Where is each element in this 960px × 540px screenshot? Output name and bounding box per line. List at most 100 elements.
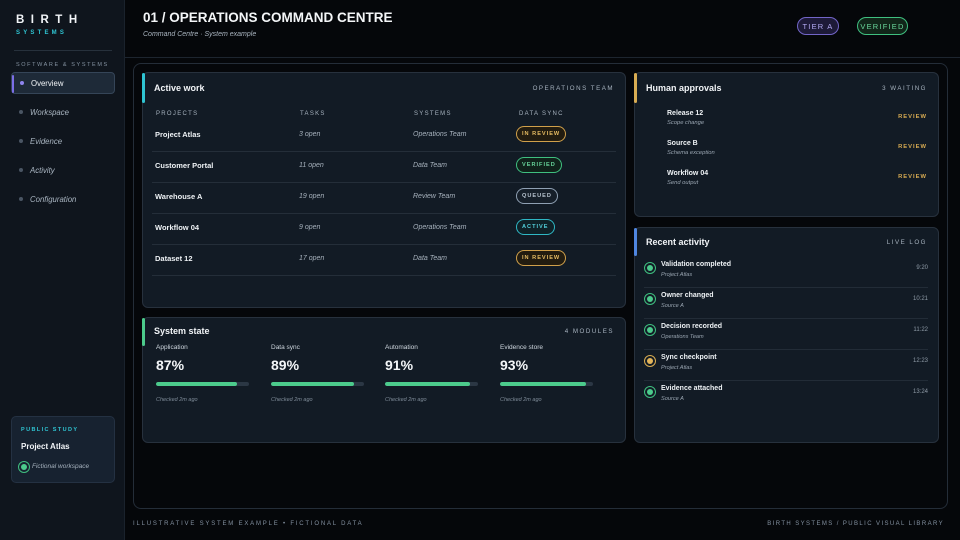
project-name: Workflow 04	[155, 223, 200, 232]
study-note: Fictional workspace	[32, 463, 90, 470]
status-warning-icon	[644, 355, 656, 367]
study-kicker: PUBLIC STUDY	[21, 427, 79, 433]
panel-title: Recent activity	[646, 237, 710, 247]
activity-time: 11:22	[913, 327, 928, 333]
status-ok-icon	[644, 386, 656, 398]
sidebar-item-activity[interactable]: Activity	[11, 159, 115, 181]
review-button[interactable]: REVIEW	[898, 174, 927, 180]
progress-fill	[271, 382, 354, 386]
status-ok-icon	[18, 461, 30, 473]
metric-value: 91%	[385, 357, 414, 373]
metric-progress-bar	[156, 382, 249, 386]
sidebar-item-overview[interactable]: Overview	[11, 72, 115, 94]
page-subtitle: Command Centre · System example	[143, 31, 257, 38]
panel-accent	[142, 318, 145, 346]
metric-progress-bar	[385, 382, 478, 386]
activity-item[interactable]: Decision recorded Operations Team 11:22	[644, 319, 928, 350]
nav-dot-icon	[19, 197, 23, 201]
project-name: Customer Portal	[155, 161, 214, 170]
activity-source: Project Atlas	[661, 365, 693, 371]
task-count: 9 open	[299, 224, 321, 231]
public-study-card[interactable]: PUBLIC STUDY Project Atlas Fictional wor…	[11, 416, 115, 483]
system-state-panel: System state 4 MODULES Application 87% C…	[142, 317, 626, 443]
human-approvals-panel: Human approvals 3 WAITING Release 12 Sco…	[634, 72, 939, 217]
metric-note: Checked 2m ago	[500, 397, 542, 403]
sync-status-badge: VERIFIED	[516, 157, 562, 173]
metric-value: 93%	[500, 357, 529, 373]
table-row[interactable]: Workflow 04 9 open Operations Team ACTIV…	[152, 214, 616, 245]
project-name: Dataset 12	[155, 254, 193, 263]
status-ok-icon	[644, 293, 656, 305]
sync-status-badge: IN REVIEW	[516, 250, 567, 266]
panel-accent	[142, 73, 145, 103]
panel-accent	[634, 73, 637, 103]
table-row[interactable]: Project Atlas 3 open Operations Team IN …	[152, 121, 616, 152]
sidebar-item-label: Activity	[30, 165, 55, 175]
sync-status-badge: ACTIVE	[516, 219, 555, 235]
sidebar-item-configuration[interactable]: Configuration	[11, 188, 115, 210]
approval-item: Source B Schema exception REVIEW	[667, 140, 927, 156]
approval-subtitle: Send output	[667, 180, 699, 186]
nav-dot-icon	[19, 139, 23, 143]
column-header-projects: PROJECTS	[156, 111, 199, 117]
project-name: Project Atlas	[155, 130, 201, 139]
metric-evidence-store: Evidence store 93% Checked 2m ago	[500, 344, 600, 403]
column-header-tasks: TASKS	[300, 111, 326, 117]
activity-time: 13:24	[912, 389, 928, 395]
sidebar: BIRTH SYSTEMS SOFTWARE & SYSTEMS Overvie…	[0, 0, 125, 540]
system-name: Data Team	[413, 162, 447, 169]
metric-automation: Automation 91% Checked 2m ago	[385, 344, 485, 403]
review-button[interactable]: REVIEW	[898, 144, 927, 150]
approval-title: Source B	[667, 140, 698, 147]
approval-title: Release 12	[667, 110, 704, 117]
tier-badge: TIER A	[797, 17, 839, 35]
progress-fill	[385, 382, 470, 386]
activity-title: Sync checkpoint	[661, 354, 717, 361]
activity-source: Source A	[661, 396, 684, 402]
metric-note: Checked 2m ago	[385, 397, 427, 403]
sidebar-item-label: Configuration	[30, 194, 77, 204]
activity-source: Project Atlas	[661, 272, 693, 278]
metric-application: Application 87% Checked 2m ago	[156, 344, 256, 403]
progress-fill	[500, 382, 587, 386]
activity-item[interactable]: Evidence attached Source A 13:24	[644, 381, 928, 412]
system-name: Operations Team	[413, 131, 467, 138]
sidebar-item-evidence[interactable]: Evidence	[11, 130, 115, 152]
status-ok-icon	[644, 324, 656, 336]
task-count: 3 open	[299, 131, 321, 138]
sidebar-item-label: Overview	[31, 78, 64, 88]
footer-disclaimer: ILLUSTRATIVE SYSTEM EXAMPLE • FICTIONAL …	[133, 521, 364, 527]
approval-subtitle: Scope change	[667, 120, 705, 126]
system-name: Operations Team	[413, 224, 467, 231]
sidebar-item-workspace[interactable]: Workspace	[11, 101, 115, 123]
system-name: Review Team	[413, 193, 456, 200]
metric-note: Checked 2m ago	[271, 397, 313, 403]
brand-subtitle: SYSTEMS	[16, 30, 68, 36]
activity-item[interactable]: Validation completed Project Atlas 9:20	[644, 257, 928, 288]
activity-title: Decision recorded	[661, 323, 723, 330]
table-row[interactable]: Warehouse A 19 open Review Team QUEUED	[152, 183, 616, 214]
activity-item[interactable]: Owner changed Source A 10:21	[644, 288, 928, 319]
metric-value: 89%	[271, 357, 300, 373]
column-header-data-sync: DATA SYNC	[519, 111, 564, 117]
sidebar-item-label: Workspace	[30, 107, 69, 117]
content-frame	[133, 63, 948, 509]
table-row[interactable]: Customer Portal 11 open Data Team VERIFI…	[152, 152, 616, 183]
status-ok-icon	[644, 262, 656, 274]
table-row[interactable]: Dataset 12 17 open Data Team IN REVIEW	[152, 245, 616, 276]
task-count: 17 open	[299, 255, 325, 262]
active-work-panel: Active work OPERATIONS TEAM PROJECTS TAS…	[142, 72, 626, 308]
panel-meta: LIVE LOG	[886, 239, 927, 246]
header-divider	[125, 57, 960, 58]
activity-time: 9:20	[916, 265, 928, 271]
brand-logo: BIRTH	[16, 14, 84, 26]
panel-accent	[634, 228, 637, 256]
activity-item[interactable]: Sync checkpoint Project Atlas 12:23	[644, 350, 928, 381]
metric-label: Evidence store	[500, 344, 543, 351]
progress-fill	[156, 382, 237, 386]
metric-note: Checked 2m ago	[156, 397, 198, 403]
sidebar-item-label: Evidence	[30, 136, 63, 146]
project-name: Warehouse A	[155, 192, 203, 201]
panel-meta: 3 WAITING	[882, 85, 927, 92]
review-button[interactable]: REVIEW	[898, 114, 927, 120]
